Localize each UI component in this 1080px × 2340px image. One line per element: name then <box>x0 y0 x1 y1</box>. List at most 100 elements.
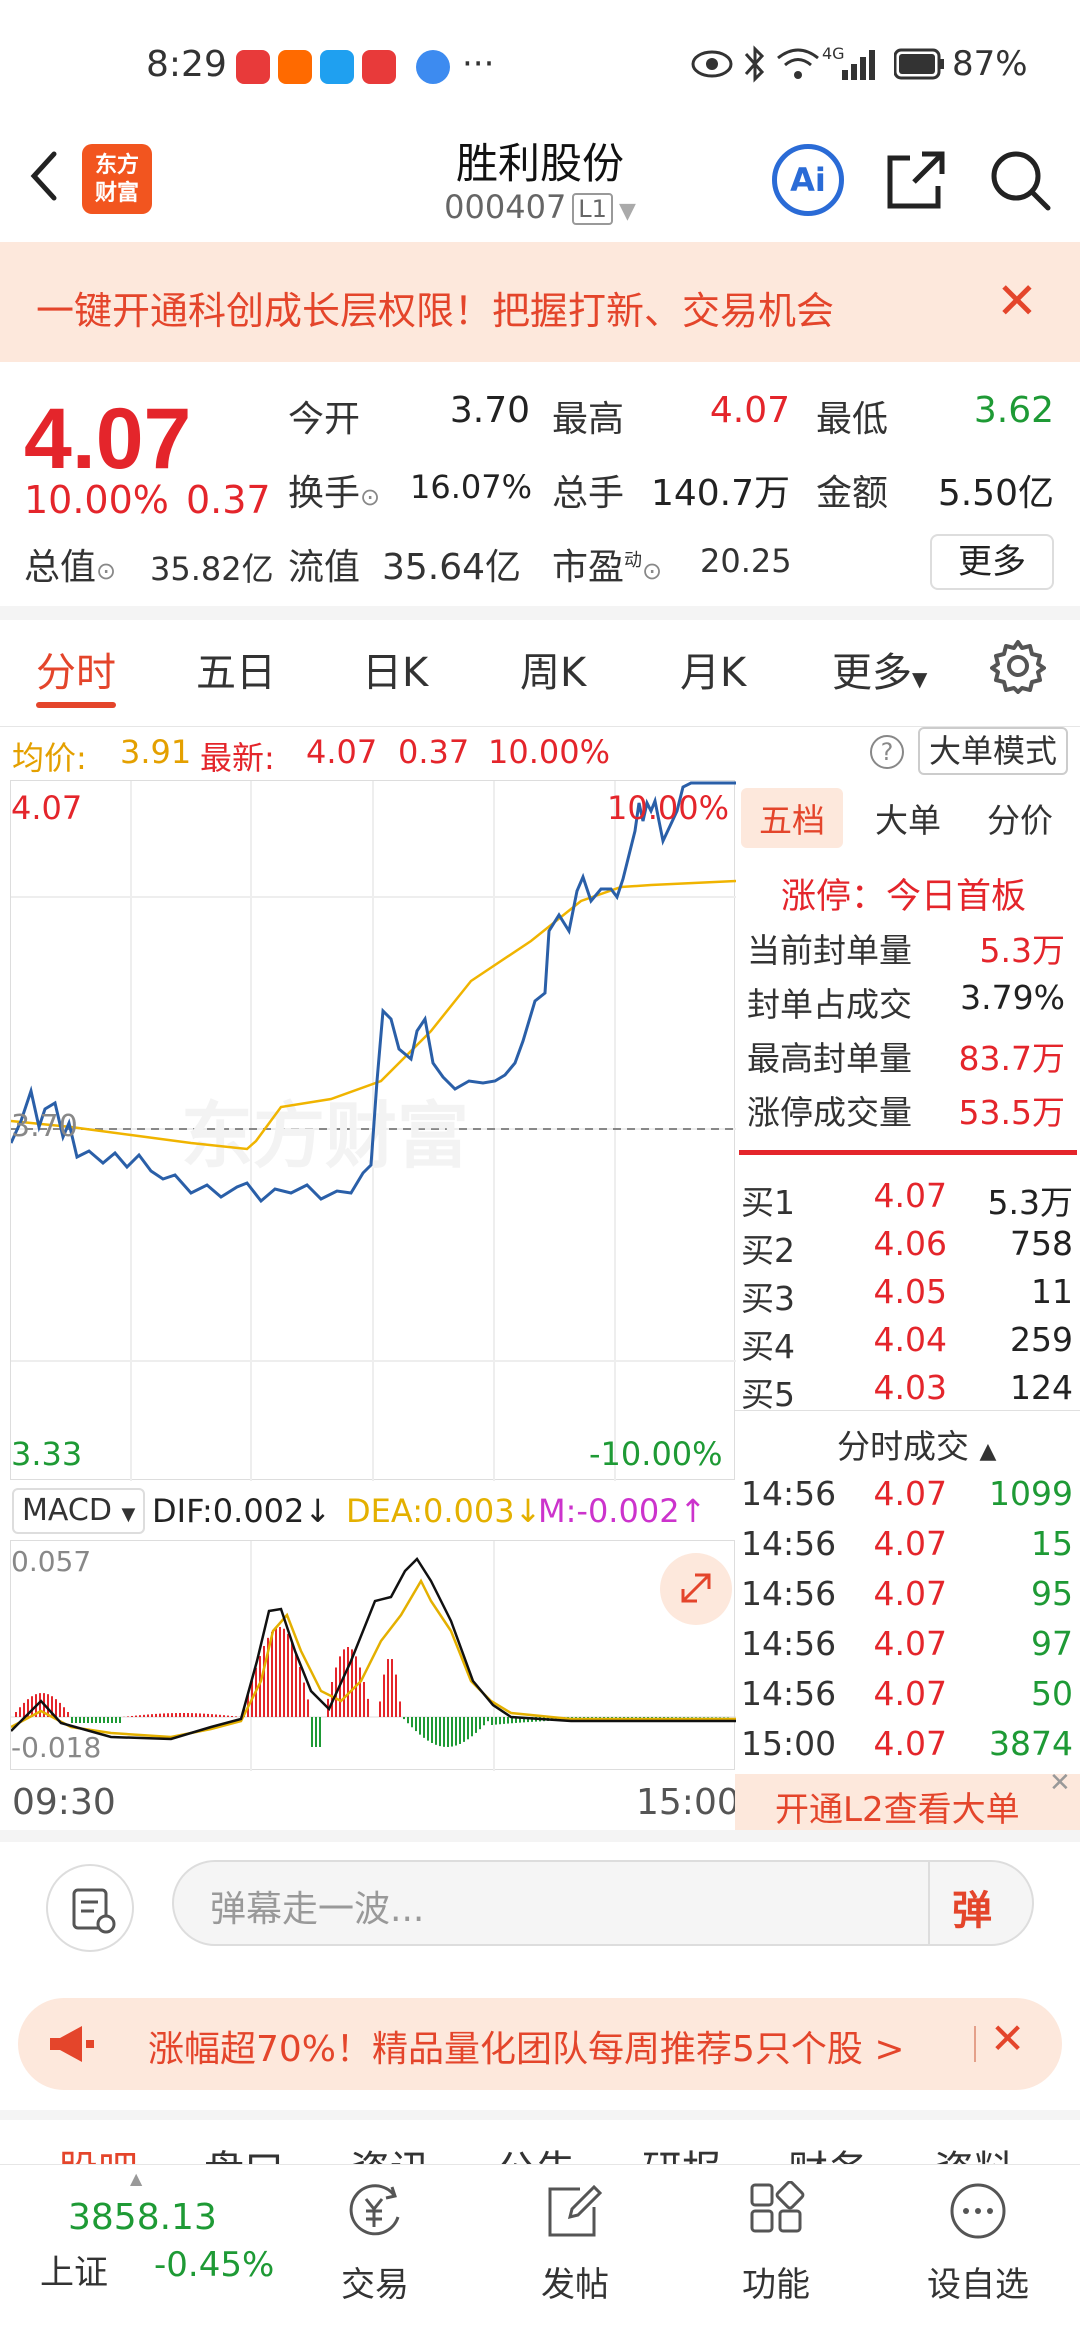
tab-weekly-k[interactable]: 周K <box>520 650 587 696</box>
macd-bar <box>147 1714 149 1717</box>
macd-bar <box>703 1717 705 1718</box>
nav-watchlist[interactable]: 设自选 <box>927 2265 1029 2305</box>
tab-price-dist[interactable]: 分价 <box>987 801 1053 840</box>
close-icon[interactable]: ✕ <box>1049 1768 1071 1798</box>
stat-label: 封单占成交 <box>747 985 912 1024</box>
index-pct[interactable]: -0.45% <box>154 2245 275 2285</box>
big-order-mode-button[interactable]: 大单模式 <box>918 727 1068 775</box>
ad-banner[interactable] <box>18 1998 1062 2090</box>
macd-bar <box>627 1717 629 1719</box>
bid-label: 买4 <box>741 1327 795 1366</box>
ai-assistant-button[interactable]: Ai <box>772 144 844 216</box>
float-value: 35.64亿 <box>382 547 522 588</box>
change-amount: 0.37 <box>186 478 271 522</box>
macd-bar <box>655 1717 657 1719</box>
macd-bar <box>271 1631 273 1717</box>
danmu-send-button[interactable]: 弹 <box>952 1888 992 1934</box>
macd-bar <box>363 1682 365 1717</box>
macd-bar <box>459 1717 461 1744</box>
macd-chart[interactable]: 0.057 -0.018 <box>10 1540 736 1771</box>
latest-pct: 10.00% <box>488 733 611 771</box>
macd-bar <box>83 1717 85 1723</box>
macd-bar <box>671 1717 673 1718</box>
app-icon-huawei-2 <box>362 50 396 84</box>
index-name[interactable]: 上证 <box>40 2253 108 2293</box>
back-arrow-icon[interactable] <box>24 148 64 204</box>
signal-icon <box>842 50 875 80</box>
intraday-chart[interactable]: 东方财富 4.07 10.00% 3.70 3.33 -10.00% <box>10 780 736 1481</box>
help-icon[interactable]: ? <box>870 735 904 769</box>
features-icon[interactable] <box>744 2181 808 2243</box>
tab-five-levels[interactable]: 五档 <box>741 788 843 848</box>
index-value[interactable]: 3858.13 <box>68 2197 217 2238</box>
y-bottom-pct: -10.00% <box>589 1435 723 1473</box>
close-icon[interactable]: ✕ <box>996 272 1038 330</box>
nav-post[interactable]: 发帖 <box>541 2265 609 2305</box>
macd-bar <box>99 1717 101 1723</box>
app-icon-taobao <box>278 50 312 84</box>
volume-value: 140.7万 <box>650 473 790 514</box>
order-book-panel: 五档 大单 分价 涨停：今日首板 当前封单量 5.3万 封单占成交 3.79% … <box>735 780 1080 1830</box>
macd-bar <box>215 1714 217 1717</box>
macd-bar <box>235 1716 237 1717</box>
tick-volume: 15 <box>1031 1524 1073 1563</box>
latest-label: 最新: <box>200 739 275 777</box>
bid-label: 买2 <box>741 1231 795 1270</box>
battery-icon <box>894 48 944 80</box>
macd-bar <box>307 1699 309 1717</box>
tab-daily-k[interactable]: 日K <box>362 650 429 696</box>
close-icon[interactable]: ✕ <box>990 2014 1026 2063</box>
avg-price-line <box>11 879 736 1151</box>
macd-bar <box>23 1702 25 1717</box>
quote-panel: 4.07 10.00% 0.37 总值⊙ 35.82亿 今开 3.70 最高 4… <box>0 362 1080 612</box>
indicator-select[interactable]: MACD ▼ <box>12 1488 146 1534</box>
tab-monthly-k[interactable]: 月K <box>680 650 747 696</box>
more-button[interactable]: 更多 <box>930 534 1054 590</box>
bid-divider <box>739 1150 1077 1155</box>
macd-bar <box>379 1701 381 1717</box>
y-mid-price: 3.70 <box>11 1109 78 1144</box>
macd-bar <box>499 1717 501 1725</box>
macd-bar <box>319 1717 321 1747</box>
macd-bar <box>259 1656 261 1717</box>
danmu-settings-button[interactable] <box>46 1864 134 1952</box>
post-icon[interactable] <box>542 2181 606 2243</box>
macd-bar <box>303 1682 305 1717</box>
bid-volume: 758 <box>1010 1224 1073 1263</box>
macd-bar <box>435 1717 437 1745</box>
ticks-title[interactable]: 分时成交 ▲ <box>837 1427 997 1466</box>
tick-price: 4.07 <box>873 1674 947 1713</box>
macd-bar <box>287 1633 289 1717</box>
tab-intraday[interactable]: 分时 <box>36 650 116 696</box>
trade-icon[interactable] <box>340 2181 410 2243</box>
l2-upsell[interactable]: 开通L2查看大单 ✕ <box>735 1768 1080 1830</box>
macd-bar <box>59 1702 61 1717</box>
danmu-input[interactable] <box>172 1860 1034 1946</box>
stock-code-row[interactable]: 000407 L1 ▼ <box>0 188 1080 226</box>
status-time: 8:29 <box>146 44 227 85</box>
macd-bar <box>383 1674 385 1717</box>
low-value: 3.62 <box>973 390 1054 431</box>
tab-big-orders[interactable]: 大单 <box>875 801 941 840</box>
bid-price: 4.03 <box>873 1368 947 1407</box>
tab-five-day[interactable]: 五日 <box>196 650 276 696</box>
stock-name: 胜利股份 <box>455 139 624 188</box>
tab-more[interactable]: 更多▼ <box>832 650 928 696</box>
search-icon[interactable] <box>984 144 1056 216</box>
macd-bar <box>75 1717 77 1723</box>
share-icon[interactable] <box>880 144 952 216</box>
gear-icon[interactable] <box>990 638 1046 694</box>
bid-volume: 124 <box>1010 1368 1073 1407</box>
macd-bar <box>451 1717 453 1747</box>
nav-features[interactable]: 功能 <box>742 2265 810 2305</box>
promo-banner[interactable]: 一键开通科创成长层权限！把握打新、交易机会 ✕ <box>0 242 1080 362</box>
watchlist-icon[interactable] <box>946 2181 1010 2243</box>
open-label: 今开 <box>288 399 361 440</box>
macd-bar <box>511 1717 513 1724</box>
nav-trade[interactable]: 交易 <box>341 2265 409 2305</box>
high-value: 4.07 <box>709 390 790 431</box>
macd-bar <box>403 1717 405 1720</box>
macd-bar <box>423 1717 425 1738</box>
macd-bar <box>503 1717 505 1724</box>
macd-bar <box>195 1713 197 1717</box>
